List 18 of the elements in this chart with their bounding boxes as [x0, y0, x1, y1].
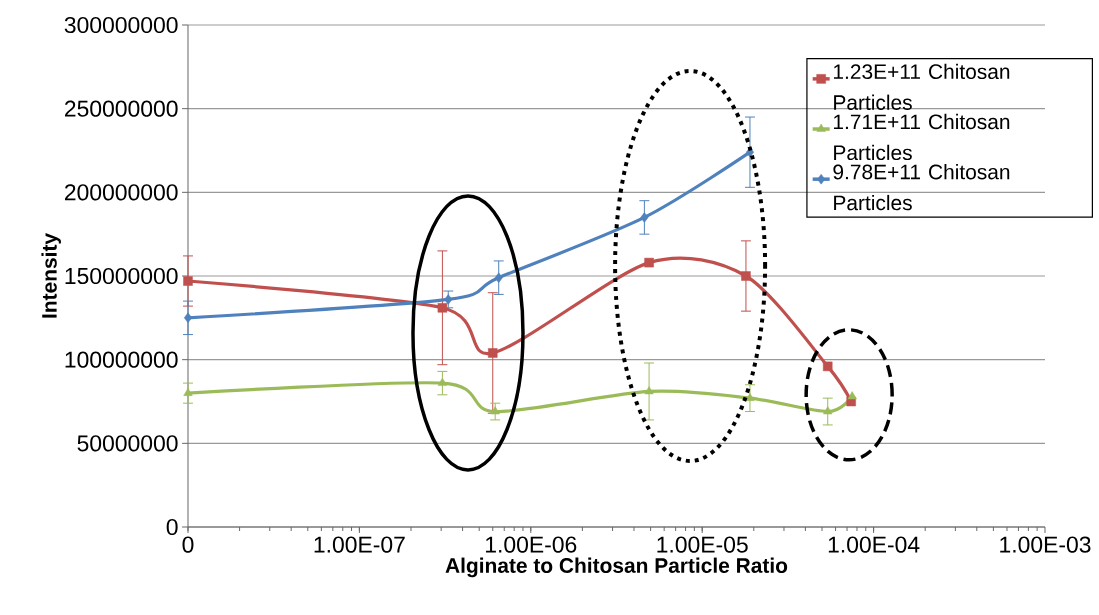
- y-tick-label: 250000000: [64, 100, 178, 117]
- x-tick-label: 1.00E-06: [486, 536, 577, 553]
- y-tick-label: 200000000: [64, 184, 178, 201]
- x-tick-label: 1.00E-03: [1000, 536, 1091, 553]
- legend-label: 1.71E+11 Chitosan Particles: [834, 113, 1010, 161]
- y-tick-label: 150000000: [65, 267, 178, 285]
- legend-label: 9.78E+11 Chitosan Particles: [833, 164, 1010, 211]
- y-tick-label: 100000000: [65, 351, 178, 368]
- x-tick-label: 0: [182, 536, 194, 553]
- y-tick-label: 0: [166, 518, 178, 536]
- x-tick-label: 1.00E-07: [314, 536, 405, 553]
- y-tick-label: 50000000: [77, 435, 178, 452]
- x-axis-title: Alginate to Chitosan Particle Ratio: [445, 557, 788, 578]
- legend-label: 1.23E+11 Chitosan Particles: [834, 63, 1010, 110]
- y-axis-title: Intensity: [41, 233, 61, 318]
- x-tick-label: 1.00E-04: [828, 536, 920, 553]
- x-tick-label: 1.00E-05: [657, 536, 748, 553]
- y-tick-label: 300000000: [64, 16, 178, 34]
